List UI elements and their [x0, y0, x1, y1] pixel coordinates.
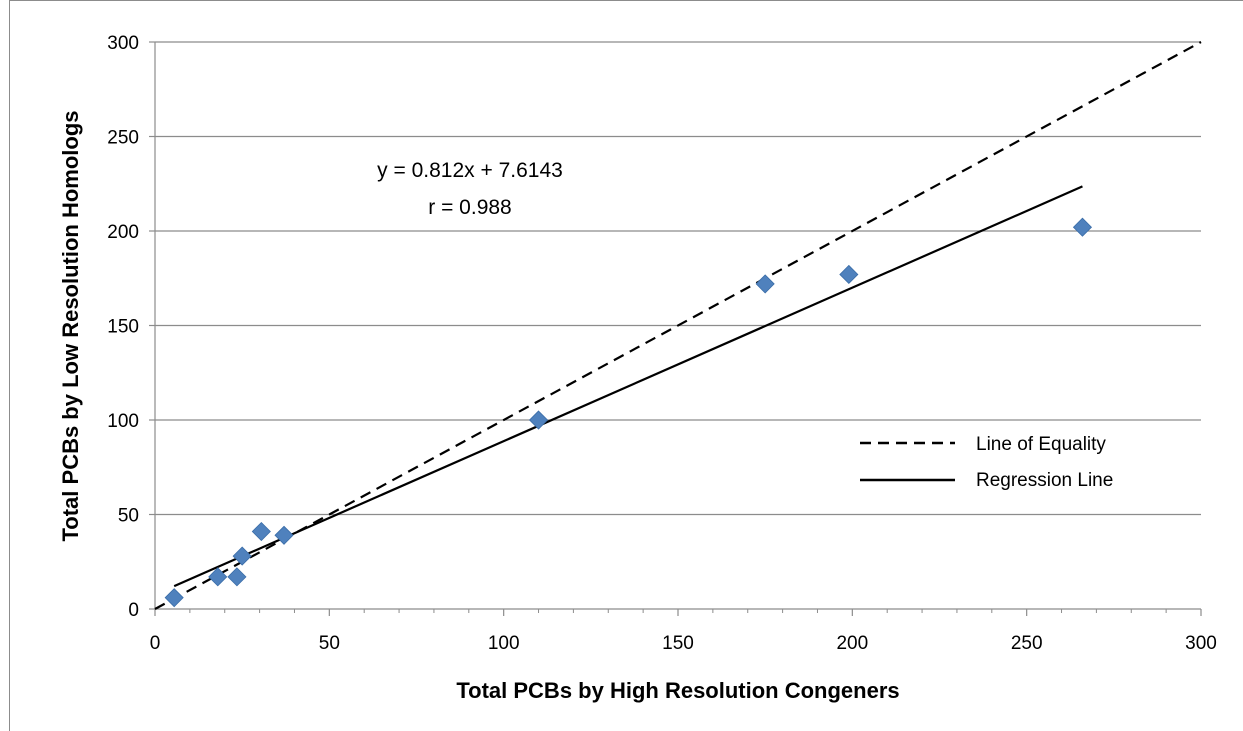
line-of-equality [154, 41, 1202, 610]
legend-label-equality: Line of Equality [976, 434, 1106, 455]
y-tick-label-0: 0 [128, 600, 139, 621]
data-point-10 [1072, 217, 1093, 237]
data-point-8 [755, 274, 775, 294]
x-tick-label-50: 50 [319, 633, 340, 654]
x-tick-label-250: 250 [1011, 633, 1043, 654]
y-tick-label-200: 200 [107, 222, 139, 243]
data-point-4 [232, 546, 252, 566]
y-tick-label-300: 300 [107, 33, 139, 54]
data-point-2 [208, 567, 228, 587]
x-tick-label-0: 0 [150, 633, 161, 654]
data-point-7 [528, 410, 549, 430]
x-tick-label-300: 300 [1185, 633, 1217, 654]
data-point-1 [164, 588, 184, 608]
axes [149, 41, 1202, 616]
data-points [164, 217, 1093, 608]
equation-annotation: y = 0.812x + 7.6143 [377, 159, 563, 182]
y-tick-label-50: 50 [118, 506, 139, 527]
regression-line [173, 185, 1083, 588]
x-tick-label-200: 200 [836, 633, 868, 654]
x-tick-labels: 0 50 100 150 200 250 300 [150, 633, 1217, 654]
correlation-annotation: r = 0.988 [428, 196, 511, 219]
data-point-3 [227, 567, 247, 587]
chart-frame [9, 0, 1243, 731]
y-tick-labels: 0 50 100 150 200 250 300 [107, 33, 139, 621]
x-tick-label-150: 150 [662, 633, 694, 654]
y-tick-label-150: 150 [107, 317, 139, 338]
y-axis-title: Total PCBs by Low Resolution Homologs [58, 110, 83, 541]
legend-label-regression: Regression Line [976, 470, 1113, 491]
legend: Line of Equality Regression Line [860, 434, 1113, 491]
data-point-6 [274, 525, 294, 545]
data-point-5 [251, 521, 271, 542]
y-tick-label-250: 250 [107, 128, 139, 149]
data-point-9 [839, 264, 859, 285]
y-tick-label-100: 100 [107, 411, 139, 432]
series-lines [154, 41, 1202, 610]
x-axis-title: Total PCBs by High Resolution Congeners [456, 678, 899, 703]
x-tick-label-100: 100 [488, 633, 520, 654]
